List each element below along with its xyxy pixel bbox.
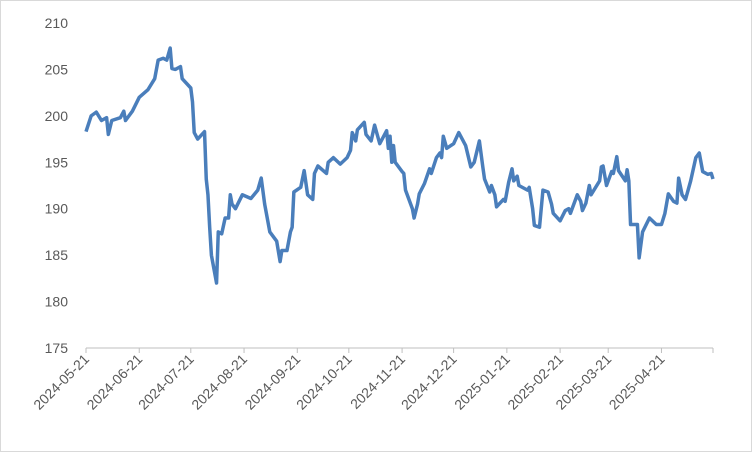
y-tick-label: 190: [45, 201, 69, 217]
y-tick-label: 195: [45, 154, 69, 170]
y-tick-label: 175: [45, 340, 69, 356]
y-tick-label: 205: [45, 61, 69, 77]
y-tick-label: 185: [45, 247, 69, 263]
y-tick-label: 210: [45, 15, 69, 31]
y-tick-label: 180: [45, 294, 69, 310]
series-line: [84, 46, 715, 285]
y-tick-label: 200: [45, 108, 69, 124]
